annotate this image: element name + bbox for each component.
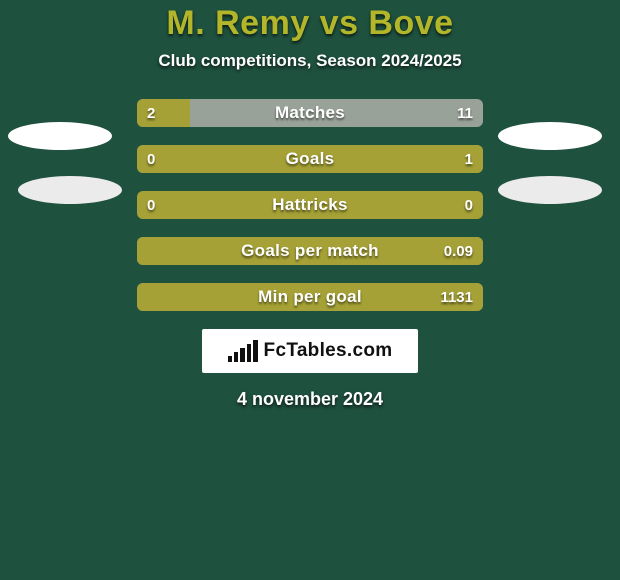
stat-value-right: 1 (465, 145, 473, 173)
team-logo-placeholder (18, 176, 122, 204)
stat-row: Matches2 11 (137, 99, 483, 127)
stat-value-right: 0 (465, 191, 473, 219)
stat-value-left: 0 (147, 191, 155, 219)
stat-value-left: 2 (147, 99, 155, 127)
stat-label: Goals per match (137, 237, 483, 265)
stat-row: Min per goal1131 (137, 283, 483, 311)
comparison-card: M. Remy vs Bove Club competitions, Seaso… (0, 0, 620, 426)
stat-label: Hattricks (137, 191, 483, 219)
stat-label: Min per goal (137, 283, 483, 311)
date-label: 4 november 2024 (0, 389, 620, 410)
stat-label: Goals (137, 145, 483, 173)
team-logo-placeholder (498, 176, 602, 204)
stat-label: Matches (137, 99, 483, 127)
team-logo-placeholder (8, 122, 112, 150)
stat-row: Goals0 1 (137, 145, 483, 173)
brand-badge[interactable]: FcTables.com (202, 329, 418, 373)
stat-row: Hattricks0 0 (137, 191, 483, 219)
page-title: M. Remy vs Bove (0, 4, 620, 43)
brand-text: FcTables.com (264, 340, 393, 362)
bar-chart-icon (228, 340, 258, 362)
stat-value-left: 0 (147, 145, 155, 173)
stat-row: Goals per match0.09 (137, 237, 483, 265)
stat-value-right: 1131 (440, 283, 473, 311)
team-logo-placeholder (498, 122, 602, 150)
stat-value-right: 0.09 (444, 237, 473, 265)
stat-value-right: 11 (457, 99, 473, 127)
subtitle: Club competitions, Season 2024/2025 (0, 51, 620, 71)
